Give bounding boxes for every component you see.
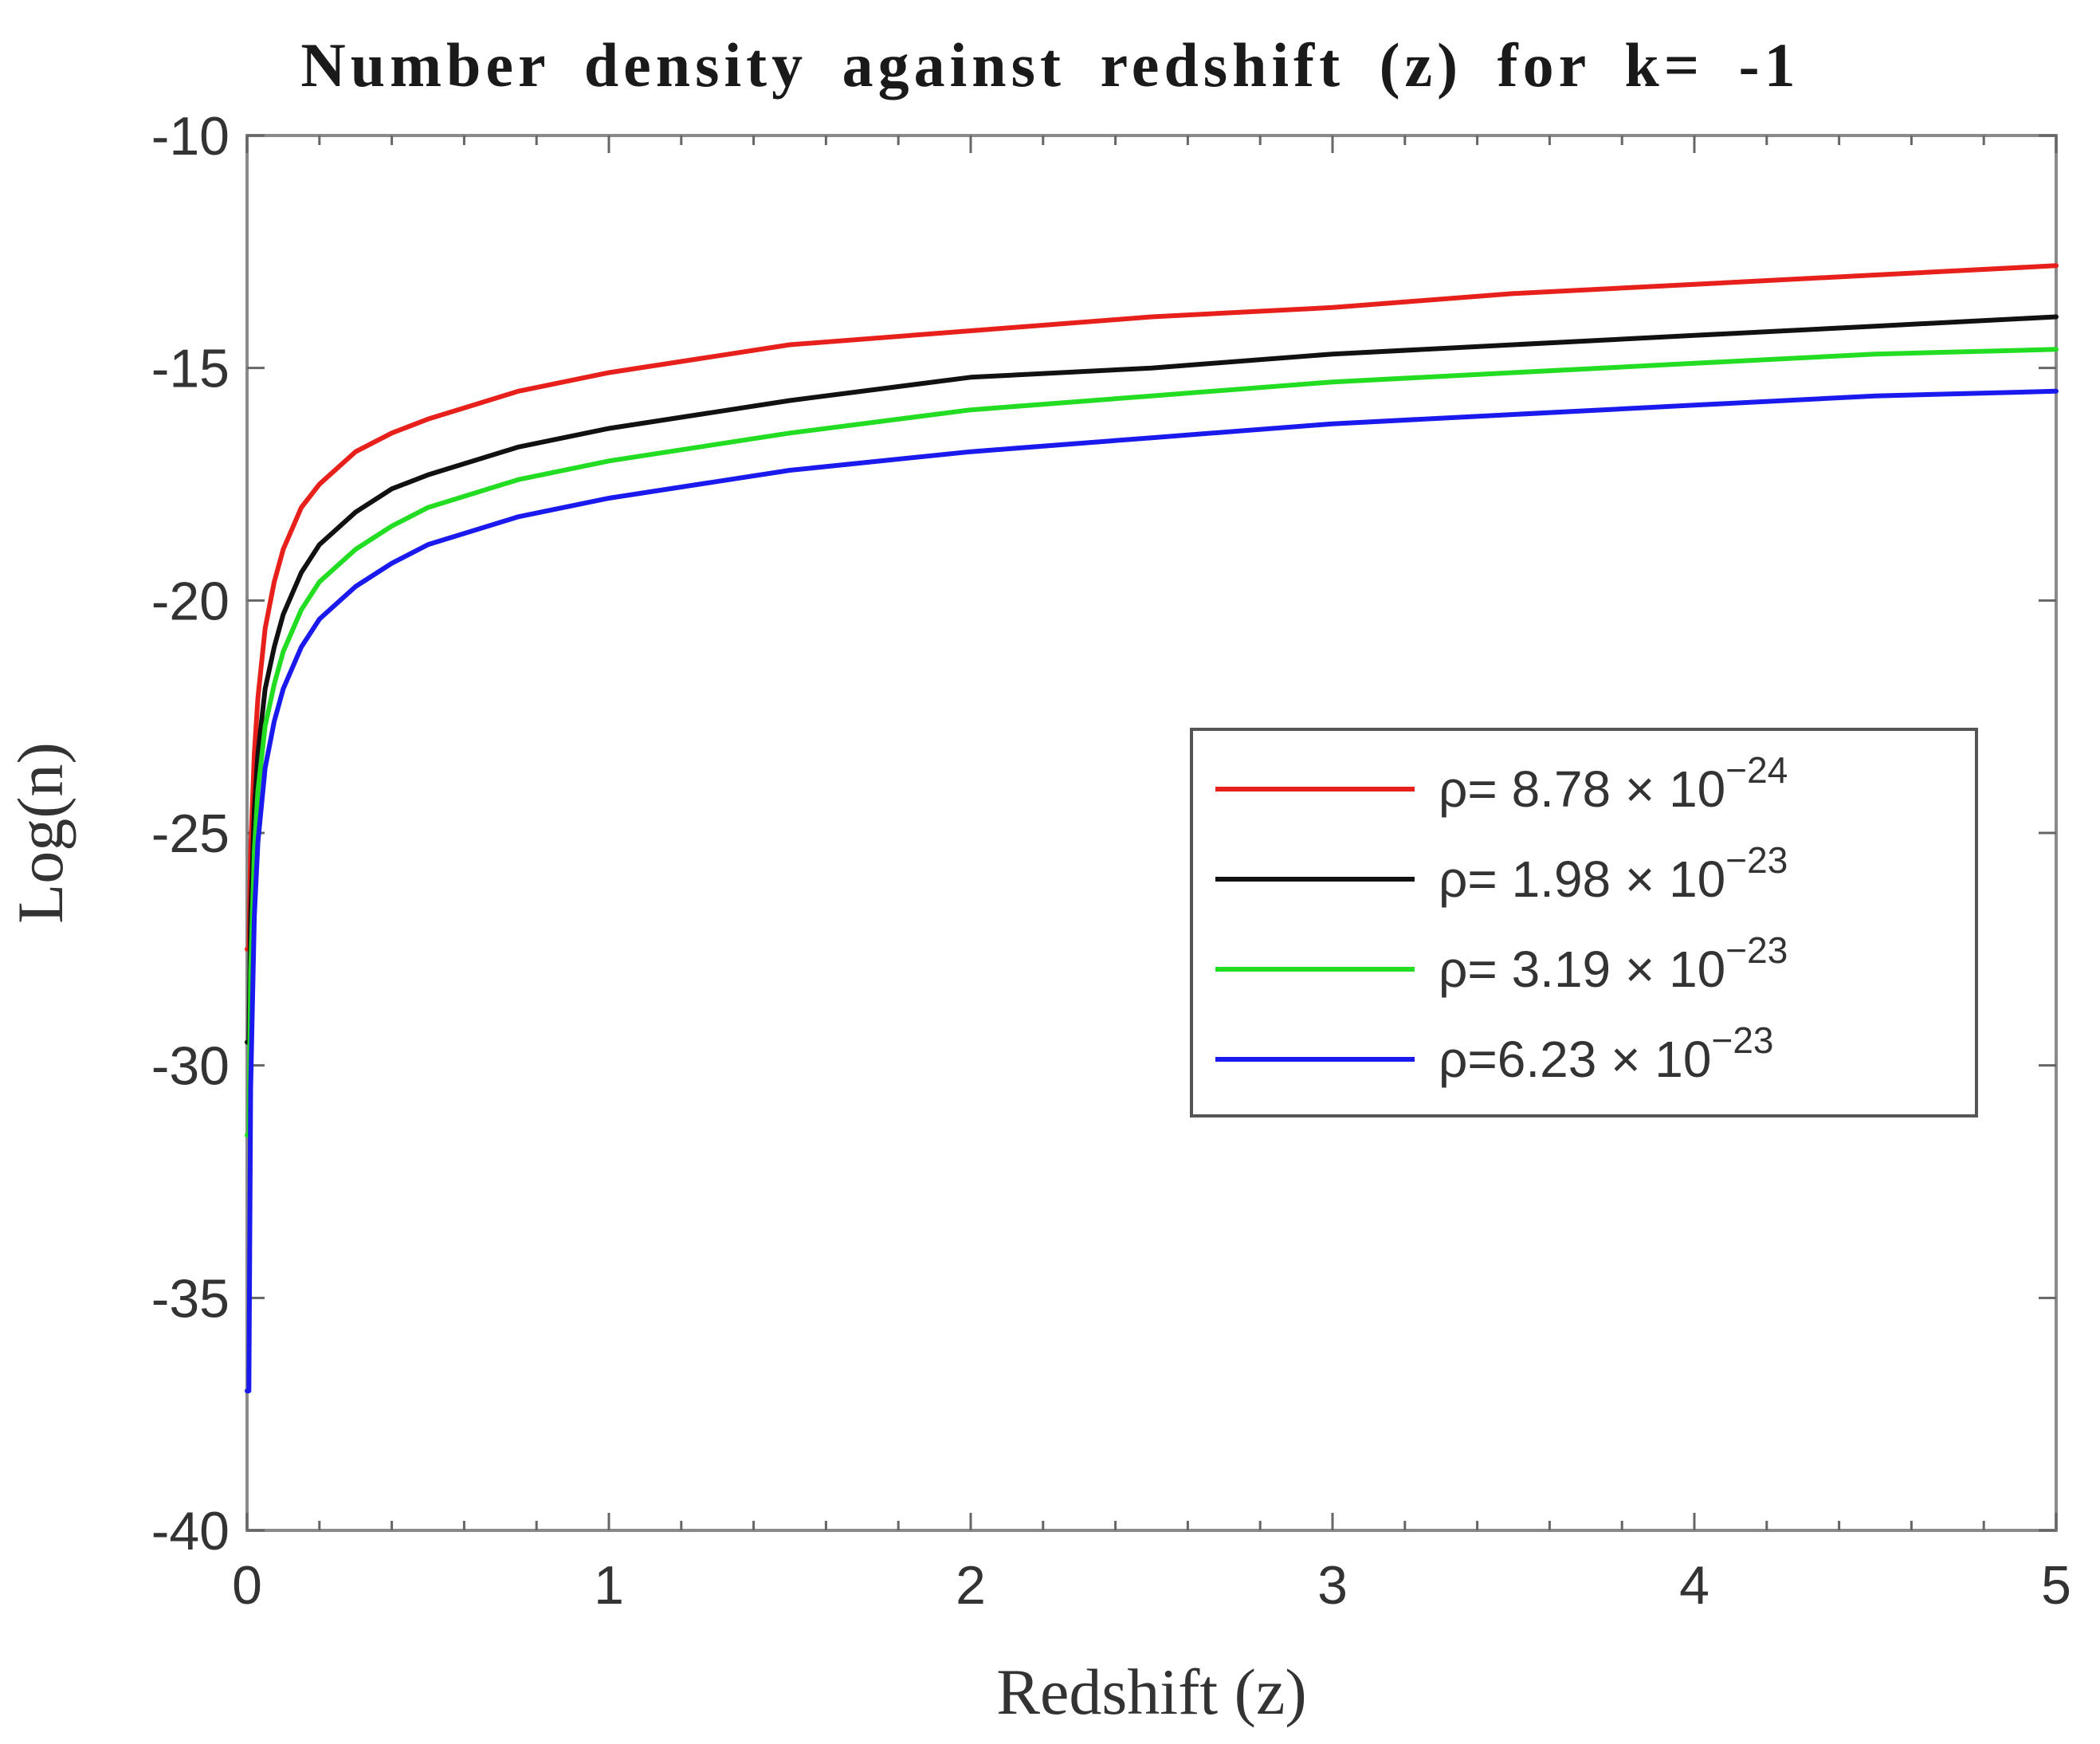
axis-ticks — [245, 134, 2058, 1532]
x-tick-label: 0 — [232, 1555, 262, 1616]
x-tick-label: 1 — [594, 1555, 624, 1616]
x-axis-label: Redshift (z) — [996, 1656, 1306, 1728]
y-axis-label: Log(n) — [4, 742, 77, 924]
chart-title: Number density against redshift (z) for … — [300, 30, 1800, 100]
y-tick-label: -40 — [151, 1501, 230, 1561]
series-lines — [245, 263, 2059, 1393]
x-tick-label: 4 — [1679, 1555, 1709, 1616]
x-tick-label: 2 — [956, 1555, 986, 1616]
x-tick-label: 5 — [2041, 1555, 2071, 1616]
legend: ρ= 8.78 × 10−24ρ= 1.98 × 10−23ρ= 3.19 × … — [1190, 728, 1978, 1117]
y-tick-label: -15 — [151, 339, 230, 399]
axis-tick-labels: 0 1 2 3 4 5 -40 -35 -30 -25 -20 -15 -10 — [151, 106, 2071, 1616]
y-tick-label: -30 — [151, 1036, 230, 1097]
y-tick-label: -10 — [151, 106, 230, 167]
series-line-2 — [245, 314, 2059, 1045]
series-line-3 — [245, 347, 2059, 1138]
x-tick-label: 3 — [1317, 1555, 1348, 1616]
legend-box — [1190, 728, 1978, 1117]
series-line-4 — [245, 388, 2059, 1393]
y-tick-label: -35 — [151, 1268, 230, 1329]
series-line-1 — [245, 263, 2059, 952]
y-tick-label: -20 — [151, 571, 230, 631]
y-tick-label: -25 — [151, 803, 230, 864]
